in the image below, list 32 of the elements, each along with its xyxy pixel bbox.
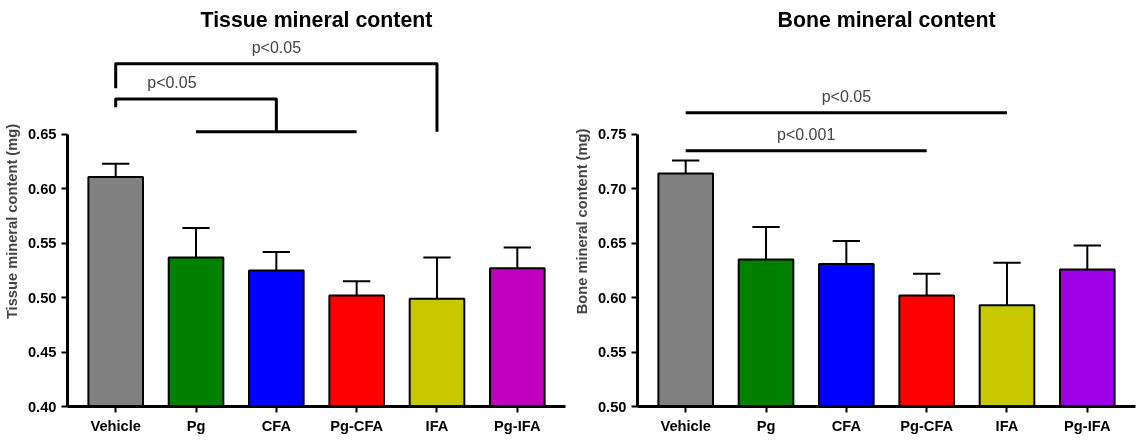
x-tick-label: Vehicle <box>90 417 141 434</box>
x-tick-label: IFA <box>995 417 1019 434</box>
y-tick-label: 0.65 <box>27 126 57 143</box>
annotation: p<0.001 <box>777 125 836 143</box>
y-tick-label: 0.45 <box>27 344 57 361</box>
y-tick-label: 0.60 <box>27 180 57 197</box>
chart-title: Tissue mineral content <box>200 7 433 32</box>
x-tick-label: Pg-IFA <box>494 417 541 434</box>
x-tick-label: Pg <box>186 417 206 434</box>
text: p<0.05 <box>251 38 302 56</box>
text: p<0.05 <box>821 87 872 105</box>
x-tick-label: CFA <box>831 417 862 434</box>
y-tick-label: 0.50 <box>597 398 627 415</box>
x-tick-label: Pg-CFA <box>900 417 954 434</box>
y-tick-label: 0.70 <box>597 180 627 197</box>
y-axis-title: Tissue mineral content (mg) <box>3 123 20 320</box>
x-tick-label: CFA <box>261 417 292 434</box>
y-tick-label: 0.55 <box>597 344 627 361</box>
y-tick-label: 0.50 <box>27 289 57 306</box>
y-tick-label: 0.55 <box>27 235 57 252</box>
x-tick-label: Pg <box>756 417 776 434</box>
y-tick-label: 0.60 <box>597 289 627 306</box>
y-tick-label: 0.65 <box>597 235 627 252</box>
y-tick-label: 0.75 <box>597 126 627 143</box>
text: p<0.05 <box>147 73 197 91</box>
x-tick-label: Pg-CFA <box>330 417 384 434</box>
y-tick-label: 0.40 <box>27 398 57 415</box>
x-tick-label: IFA <box>425 417 449 434</box>
y-axis-title: Bone mineral content (mg) <box>573 128 590 315</box>
x-tick-label: Vehicle <box>660 417 711 434</box>
x-tick-label: Pg-IFA <box>1064 417 1111 434</box>
chart-title: Bone mineral content <box>777 7 996 32</box>
